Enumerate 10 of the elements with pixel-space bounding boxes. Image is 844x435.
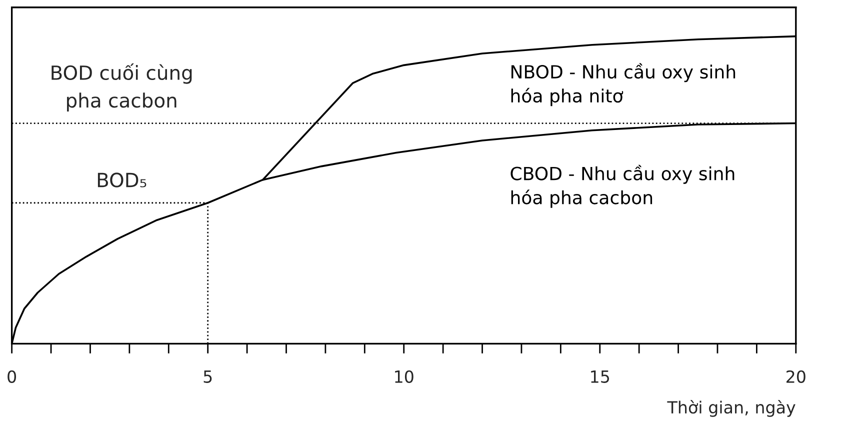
x-tick-label: 15 <box>591 370 610 383</box>
series-label: CBOD - Nhu cầu oxy sinh hóa pha cacbon <box>510 164 734 208</box>
x-tick-label: 0 <box>8 370 16 383</box>
x-tick-label: 20 <box>786 370 806 383</box>
ref-line-label: BOD cuối cùng pha cacbon <box>52 63 192 112</box>
series-label: NBOD - Nhu cầu oxy sinh hóa pha nitơ <box>511 63 736 106</box>
ref-line-label: BOD₅ <box>98 172 146 188</box>
x-tick-label: 10 <box>395 370 414 383</box>
x-axis-title: Thời gian, ngày <box>667 400 796 417</box>
x-tick-label: 5 <box>204 370 212 383</box>
